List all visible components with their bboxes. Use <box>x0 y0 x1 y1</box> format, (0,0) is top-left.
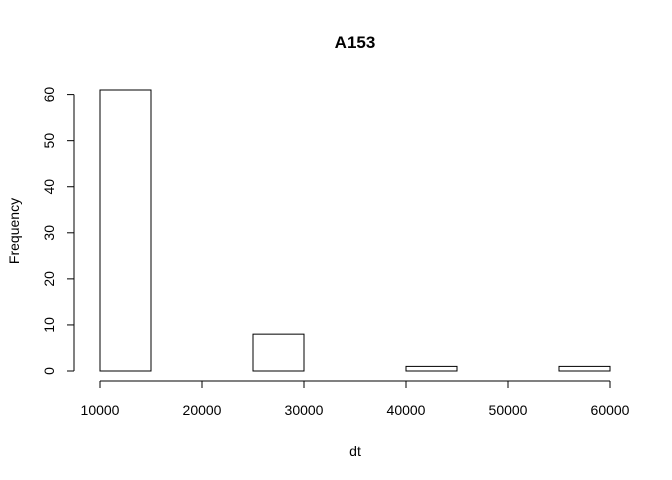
x-tick-label: 40000 <box>387 402 426 418</box>
y-tick-label: 50 <box>41 133 57 149</box>
x-axis: 10000 20000 30000 40000 50000 60000 <box>81 380 630 418</box>
y-tick-label: 30 <box>41 225 57 241</box>
histogram-bar-1 <box>99 89 152 372</box>
histogram-bar-4 <box>252 333 305 372</box>
histogram-bar-7 <box>405 365 458 372</box>
y-tick-label: 40 <box>41 179 57 195</box>
x-tick-label: 20000 <box>183 402 222 418</box>
x-tick-label: 30000 <box>285 402 324 418</box>
histogram-bar-10 <box>558 365 611 372</box>
bars-group <box>99 89 611 372</box>
x-tick-label: 10000 <box>81 402 120 418</box>
y-tick-label: 10 <box>41 317 57 333</box>
y-tick-label: 60 <box>41 87 57 103</box>
x-tick-label: 50000 <box>489 402 528 418</box>
y-axis: 0 10 20 30 40 50 60 <box>41 87 75 375</box>
y-tick-label: 0 <box>41 367 57 375</box>
y-axis-label: Frequency <box>6 198 22 264</box>
y-tick-label: 20 <box>41 271 57 287</box>
x-tick-label: 60000 <box>591 402 630 418</box>
chart-title: A153 <box>335 33 376 52</box>
x-axis-label: dt <box>349 443 361 459</box>
